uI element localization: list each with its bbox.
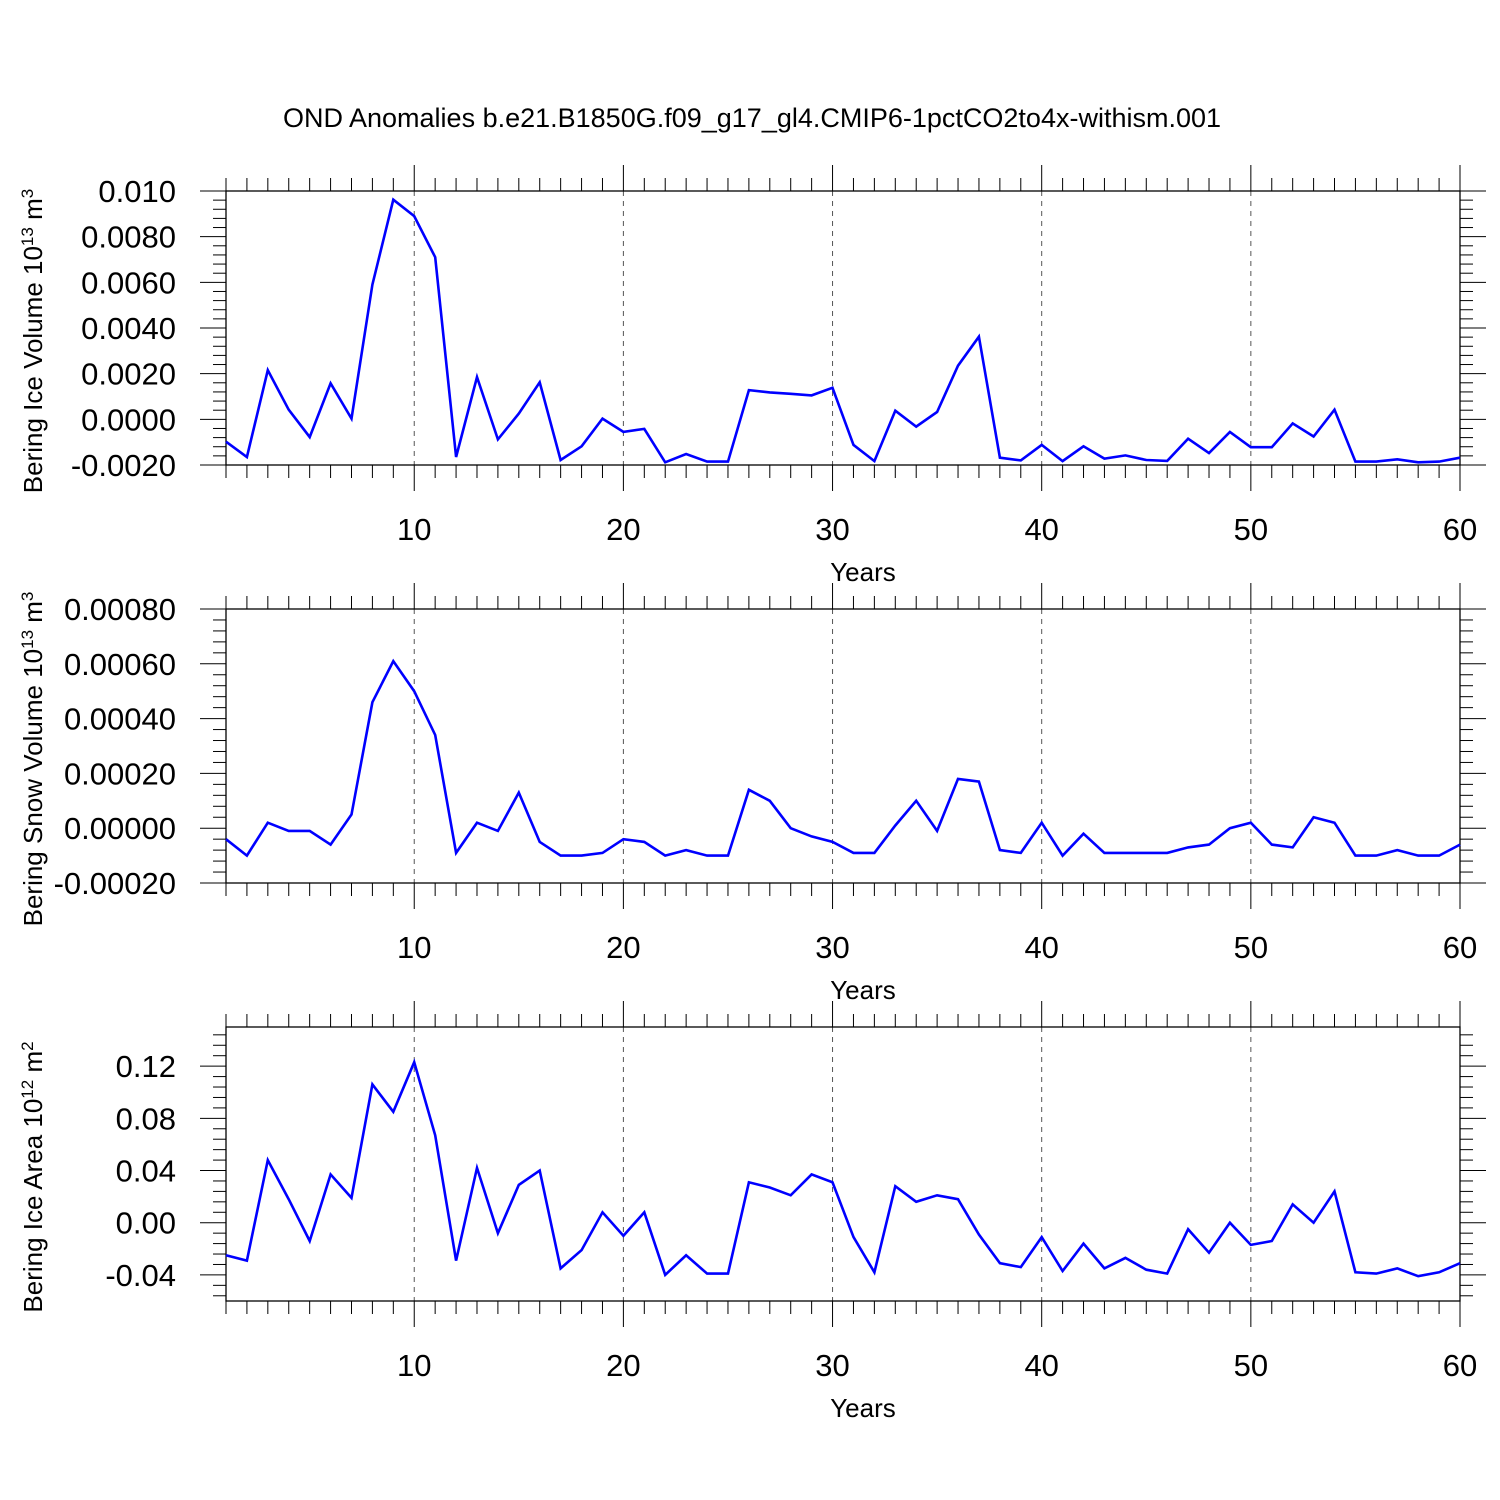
y-tick-label: 0.12: [116, 1049, 176, 1084]
x-tick-label: 30: [815, 930, 849, 965]
series-line: [225, 1058, 1461, 1278]
y-tick-label: -0.00020: [54, 866, 176, 901]
x-tick-label: 50: [1234, 512, 1268, 547]
x-tick-label: 10: [397, 512, 431, 547]
y-tick-label: 0.08: [116, 1101, 176, 1136]
y-axis-title: Bering Ice Volume 1013 m3: [18, 189, 49, 493]
y-tick-label: 0.0040: [81, 311, 176, 346]
y-axis-title-superscript: 12: [18, 1080, 37, 1099]
x-tick-label: 30: [815, 1348, 849, 1383]
plot-frame: [225, 190, 1461, 466]
x-tick-label: 20: [606, 930, 640, 965]
y-tick-label: 0.0000: [81, 402, 176, 437]
y-tick-label: 0.0020: [81, 357, 176, 392]
series-line: [225, 197, 1461, 464]
chart-panel-2: -0.00020 0.00000 0.00020 0.00040 0.00060 0.00…: [18, 583, 1486, 1005]
y-axis-title-superscript: 13: [18, 630, 37, 649]
y-axis-title-part: m: [18, 1051, 48, 1080]
y-axis-title: Bering Snow Volume 1013 m3: [18, 592, 49, 927]
y-tick-label: 0.0060: [81, 265, 176, 300]
y-axis-title-superscript: 2: [18, 1041, 37, 1050]
y-axis-title-part: Bering Ice Area 10: [18, 1099, 48, 1313]
chart-panel-3: -0.04 0.00 0.04 0.08 0.12 10 20 30 40 50 60 Years Be…: [18, 1001, 1486, 1423]
y-tick-label: 0.00060: [64, 647, 176, 682]
y-tick-label: 0.00080: [64, 592, 176, 627]
y-axis-title-part: m: [18, 198, 48, 227]
y-tick-label: -0.0020: [71, 448, 176, 483]
x-tick-label: 50: [1234, 1348, 1268, 1383]
x-tick-label: 50: [1234, 930, 1268, 965]
x-tick-label: 60: [1443, 512, 1477, 547]
y-tick-label: 0.00: [116, 1206, 176, 1241]
chart-title: OND Anomalies b.e21.B1850G.f09_g17_gl4.C…: [283, 103, 1221, 133]
y-axis-title: Bering Ice Area 1012 m2: [18, 1041, 49, 1312]
x-tick-label: 20: [606, 512, 640, 547]
x-tick-label: 30: [815, 512, 849, 547]
y-tick-label: 0.04: [116, 1154, 176, 1189]
y-tick-label: 0.0080: [81, 220, 176, 255]
x-tick-label: 20: [606, 1348, 640, 1383]
x-axis-title: Years: [830, 557, 896, 587]
y-tick-label: 0.00000: [64, 811, 176, 846]
y-axis-title-superscript: 3: [18, 189, 37, 198]
chart-panel-1: -0.0020 0.0000 0.0020 0.0040 0.0060 0.0080 0.0…: [18, 165, 1486, 587]
x-axis-title: Years: [830, 975, 896, 1005]
y-axis-title-part: Bering Snow Volume 10: [18, 649, 48, 927]
plot-frame: [225, 1026, 1461, 1302]
y-axis-title-superscript: 3: [18, 592, 37, 601]
y-axis-title-superscript: 13: [18, 227, 37, 246]
y-tick-label: 0.00020: [64, 756, 176, 791]
x-tick-label: 40: [1024, 512, 1058, 547]
x-tick-label: 60: [1443, 1348, 1477, 1383]
series-line: [225, 658, 1461, 858]
x-tick-label: 40: [1024, 1348, 1058, 1383]
y-tick-label: 0.00040: [64, 702, 176, 737]
x-tick-label: 60: [1443, 930, 1477, 965]
y-tick-label: 0.010: [98, 174, 176, 209]
y-tick-label: -0.04: [105, 1258, 176, 1293]
x-tick-label: 10: [397, 1348, 431, 1383]
x-axis-title: Years: [830, 1393, 896, 1423]
x-tick-label: 10: [397, 930, 431, 965]
y-axis-title-part: m: [18, 601, 48, 630]
y-axis-title-part: Bering Ice Volume 10: [18, 246, 48, 493]
x-tick-label: 40: [1024, 930, 1058, 965]
plot-frame: [225, 608, 1461, 884]
